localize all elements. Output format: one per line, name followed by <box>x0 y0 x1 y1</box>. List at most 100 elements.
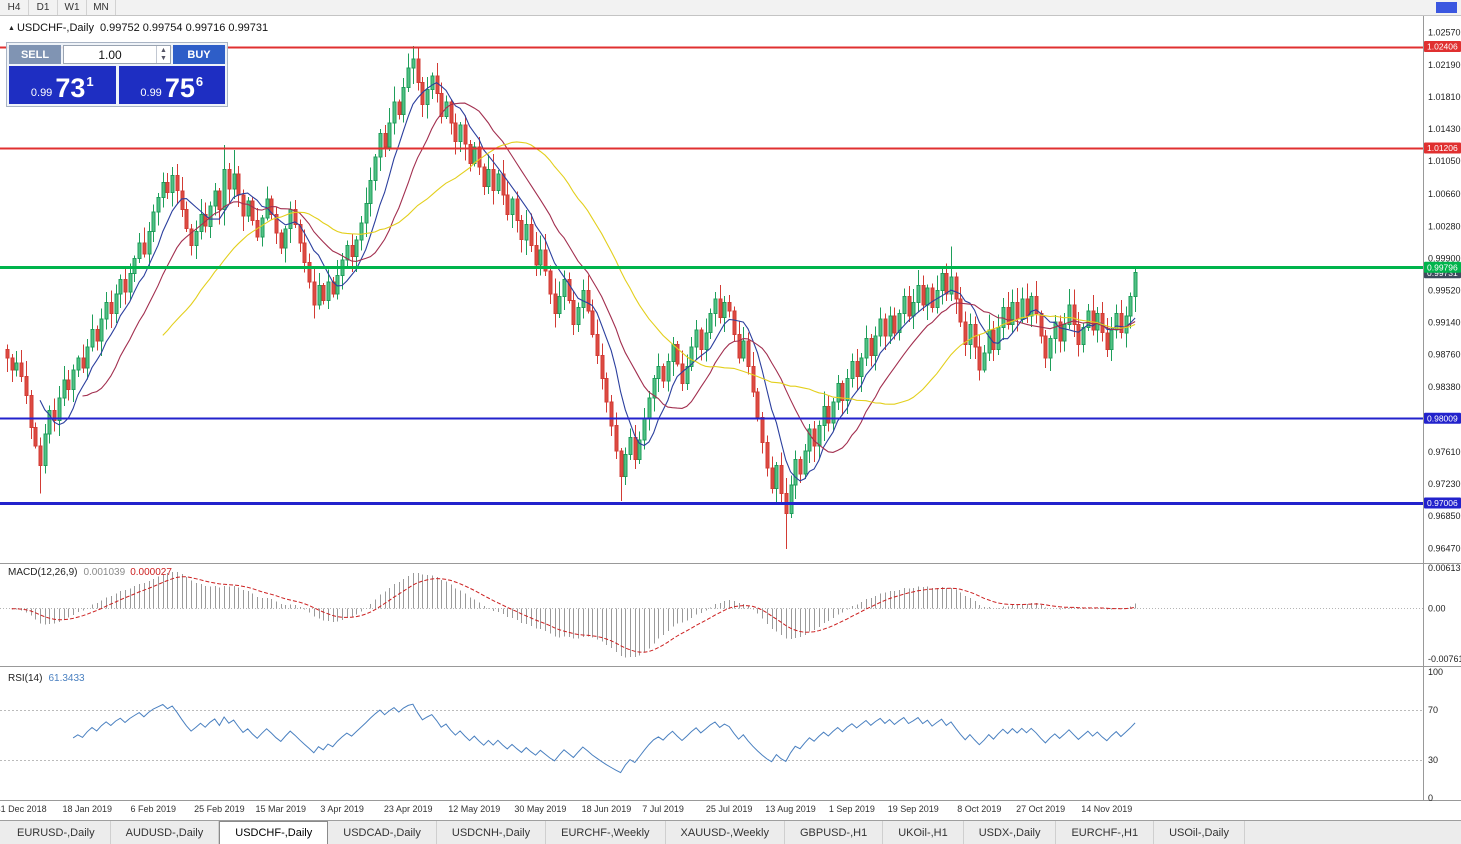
tab-eurchf-h1[interactable]: EURCHF-,H1 <box>1056 821 1155 844</box>
svg-text:0.97230: 0.97230 <box>1428 479 1461 489</box>
timeframe-toolbar: H4 D1 W1 MN <box>0 0 1461 16</box>
tab-eurusd-daily[interactable]: EURUSD-,Daily <box>2 821 111 844</box>
svg-text:0.98380: 0.98380 <box>1428 382 1461 392</box>
timeframe-h4-button[interactable]: H4 <box>0 0 29 15</box>
one-click-trading-panel: SELL 1.00 ▲ ▼ BUY 0.99 73 1 0.99 75 6 <box>6 42 228 107</box>
rsi-value: 61.3433 <box>48 673 85 684</box>
ma-8-line <box>39 81 1136 482</box>
rsi-name: RSI(14) <box>8 673 43 684</box>
tab-gbpusd-h1[interactable]: GBPUSD-,H1 <box>785 821 884 844</box>
svg-text:1.00660: 1.00660 <box>1428 189 1461 199</box>
macd-signal-line <box>11 576 1136 653</box>
svg-text:1.01050: 1.01050 <box>1428 156 1461 166</box>
moving-averages <box>39 81 1136 482</box>
chart-hscrollbar[interactable] <box>116 0 1461 15</box>
tab-audusd-daily[interactable]: AUDUSD-,Daily <box>111 821 220 844</box>
svg-text:31 Dec 2018: 31 Dec 2018 <box>0 804 47 814</box>
svg-text:1.02406: 1.02406 <box>1427 42 1458 52</box>
svg-text:0.99731: 0.99731 <box>1427 268 1458 278</box>
timeframe-w1-button[interactable]: W1 <box>58 0 87 15</box>
svg-text:1.02190: 1.02190 <box>1428 60 1461 70</box>
buy-button[interactable]: BUY <box>173 45 225 64</box>
svg-text:0.97006: 0.97006 <box>1427 498 1458 508</box>
chart-title: ▲ USDCHF-,Daily 0.99752 0.99754 0.99716 0.… <box>8 22 268 34</box>
ma-34-line <box>162 141 1136 405</box>
svg-text:6 Feb 2019: 6 Feb 2019 <box>131 804 177 814</box>
tab-usdcnh-daily[interactable]: USDCNH-,Daily <box>437 821 547 844</box>
ma-17-line <box>82 102 1136 453</box>
svg-text:-0.00761: -0.00761 <box>1428 654 1461 664</box>
horizontal-lines[interactable] <box>0 46 1423 505</box>
chart-area: 1.02570 1.02190 1.01810 1.01430 1.01050 1.006… <box>0 16 1461 820</box>
svg-text:0: 0 <box>1428 793 1433 803</box>
svg-text:0.97610: 0.97610 <box>1428 447 1461 457</box>
hscrollbar-thumb[interactable] <box>1436 2 1457 13</box>
tab-usdcad-daily[interactable]: USDCAD-,Daily <box>328 821 437 844</box>
svg-text:0.98760: 0.98760 <box>1428 350 1461 360</box>
svg-text:100: 100 <box>1428 667 1443 677</box>
svg-text:0.96850: 0.96850 <box>1428 511 1461 521</box>
svg-text:30 May 2019: 30 May 2019 <box>514 804 566 814</box>
svg-text:0.00613: 0.00613 <box>1428 563 1461 573</box>
panel-separators <box>0 16 1461 801</box>
svg-text:0.99520: 0.99520 <box>1428 286 1461 296</box>
tab-xauusd-weekly[interactable]: XAUUSD-,Weekly <box>666 821 785 844</box>
svg-text:8 Oct 2019: 8 Oct 2019 <box>957 804 1001 814</box>
chart-canvas[interactable]: 1.025701.021901.018101.014301.010501.006… <box>0 16 1461 820</box>
tab-eurchf-weekly[interactable]: EURCHF-,Weekly <box>546 821 666 844</box>
svg-text:19 Sep 2019: 19 Sep 2019 <box>888 804 939 814</box>
svg-text:1.01206: 1.01206 <box>1427 143 1458 153</box>
timeframe-mn-button[interactable]: MN <box>87 0 116 15</box>
svg-text:25 Feb 2019: 25 Feb 2019 <box>194 804 245 814</box>
macd-indicator-label: MACD(12,26,9) 0.001039 0.000027 <box>8 567 172 578</box>
svg-text:18 Jan 2019: 18 Jan 2019 <box>62 804 112 814</box>
buy-price-prefix: 0.99 <box>140 87 162 99</box>
candlesticks[interactable] <box>5 46 1138 550</box>
tab-usdx-daily[interactable]: USDX-,Daily <box>964 821 1057 844</box>
svg-text:23 Apr 2019: 23 Apr 2019 <box>384 804 433 814</box>
svg-text:12 May 2019: 12 May 2019 <box>448 804 500 814</box>
tab-usoil-daily[interactable]: USOil-,Daily <box>1154 821 1245 844</box>
sell-price-big-digits: 73 <box>55 73 86 103</box>
macd-main-value: 0.001039 <box>83 567 126 578</box>
svg-text:0.98009: 0.98009 <box>1427 413 1458 423</box>
rsi-panel <box>0 703 1423 774</box>
svg-text:70: 70 <box>1428 705 1438 715</box>
buy-price-button[interactable]: 0.99 75 6 <box>118 66 225 104</box>
volume-spinner[interactable]: ▲ ▼ <box>156 46 170 63</box>
tick-up-arrow-icon: ▲ <box>8 25 15 32</box>
svg-text:0.99140: 0.99140 <box>1428 318 1461 328</box>
tab-ukoil-h1[interactable]: UKOil-,H1 <box>883 821 964 844</box>
macd-name: MACD(12,26,9) <box>8 567 78 578</box>
volume-value[interactable]: 1.00 <box>98 47 122 62</box>
svg-text:0.00: 0.00 <box>1428 604 1446 614</box>
tab-usdchf-daily[interactable]: USDCHF-,Daily <box>219 821 329 844</box>
chart-ohlc-values: 0.99752 0.99754 0.99716 0.99731 <box>99 22 269 34</box>
chart-tab-bar: EURUSD-,Daily AUDUSD-,Daily USDCHF-,Daily U… <box>0 820 1461 844</box>
svg-text:27 Oct 2019: 27 Oct 2019 <box>1016 804 1065 814</box>
svg-text:1.00280: 1.00280 <box>1428 221 1461 231</box>
svg-text:30: 30 <box>1428 755 1438 765</box>
price-axis: 1.02570 1.02190 1.01810 1.01430 1.01050 1.006… <box>1428 28 1461 803</box>
rsi-line <box>72 703 1136 774</box>
svg-text:1.01430: 1.01430 <box>1428 124 1461 134</box>
svg-text:15 Mar 2019: 15 Mar 2019 <box>255 804 306 814</box>
svg-text:0.99900: 0.99900 <box>1428 253 1461 263</box>
sell-price-prefix: 0.99 <box>30 87 53 99</box>
volume-input[interactable]: 1.00 ▲ ▼ <box>63 45 171 64</box>
svg-text:7 Jul 2019: 7 Jul 2019 <box>642 804 684 814</box>
sell-button[interactable]: SELL <box>9 45 61 64</box>
macd-signal-value: 0.000027 <box>130 567 172 578</box>
date-axis: 31 Dec 2018 18 Jan 2019 6 Feb 2019 25 Feb 2… <box>0 804 1132 814</box>
svg-text:1 Sep 2019: 1 Sep 2019 <box>829 804 875 814</box>
svg-text:3 Apr 2019: 3 Apr 2019 <box>320 804 364 814</box>
svg-text:0.96470: 0.96470 <box>1428 543 1461 553</box>
sell-price-button[interactable]: 0.99 73 1 <box>9 66 116 104</box>
volume-spinner-down-icon[interactable]: ▼ <box>160 54 167 62</box>
svg-text:13 Aug 2019: 13 Aug 2019 <box>765 804 816 814</box>
timeframe-d1-button[interactable]: D1 <box>29 0 58 15</box>
svg-text:1.02570: 1.02570 <box>1428 28 1461 38</box>
sell-price-pip-digit: 1 <box>86 74 94 89</box>
volume-spinner-up-icon[interactable]: ▲ <box>160 46 167 54</box>
